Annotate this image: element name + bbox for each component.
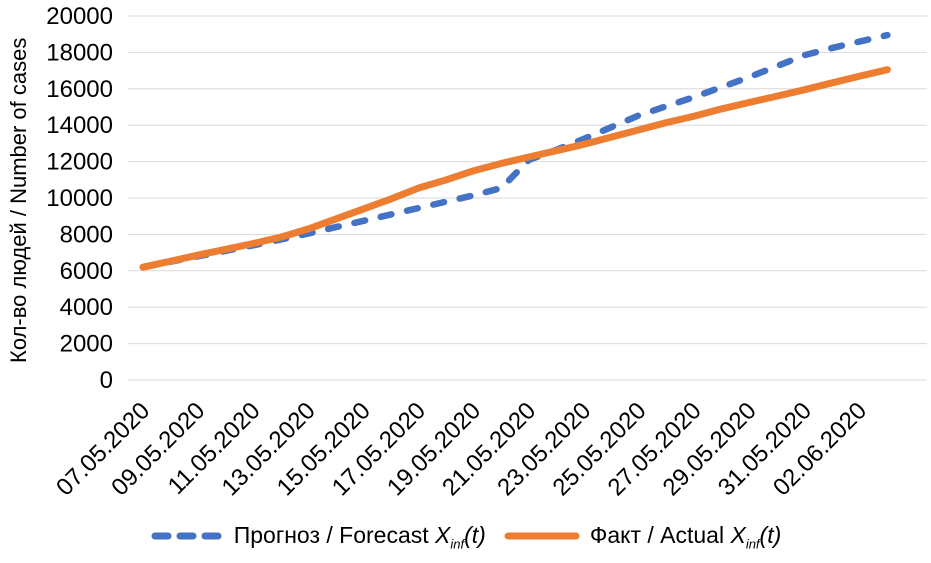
legend-label-actual: Факт / Actual Xinf(t) xyxy=(589,522,782,552)
y-tick-label: 12000 xyxy=(46,149,113,176)
forecast-dashed-line-icon xyxy=(151,532,222,540)
y-tick-label: 18000 xyxy=(46,39,113,66)
y-tick-label: 16000 xyxy=(46,76,113,103)
legend-label-forecast: Прогноз / Forecast Xinf(t) xyxy=(233,522,486,552)
y-tick-label: 10000 xyxy=(46,185,113,212)
y-axis-title: Кол-во людей / Number of cases xyxy=(6,37,31,363)
legend-item-actual: Факт / Actual Xinf(t) xyxy=(504,522,781,551)
y-tick-label: 20000 xyxy=(46,3,113,30)
actual-solid-line-icon xyxy=(504,532,580,540)
forecast-line xyxy=(139,31,891,271)
legend: Прогноз / Forecast Xinf(t) Факт / Actual… xyxy=(0,522,931,551)
actual-line xyxy=(139,66,891,271)
y-tick-label: 0 xyxy=(100,367,113,394)
y-tick-label: 2000 xyxy=(60,331,113,358)
legend-item-forecast: Прогноз / Forecast Xinf(t) xyxy=(150,522,486,551)
y-tick-label: 6000 xyxy=(60,258,113,285)
y-tick-label: 8000 xyxy=(60,221,113,248)
y-tick-label: 14000 xyxy=(46,112,113,139)
y-tick-label: 4000 xyxy=(60,294,113,321)
